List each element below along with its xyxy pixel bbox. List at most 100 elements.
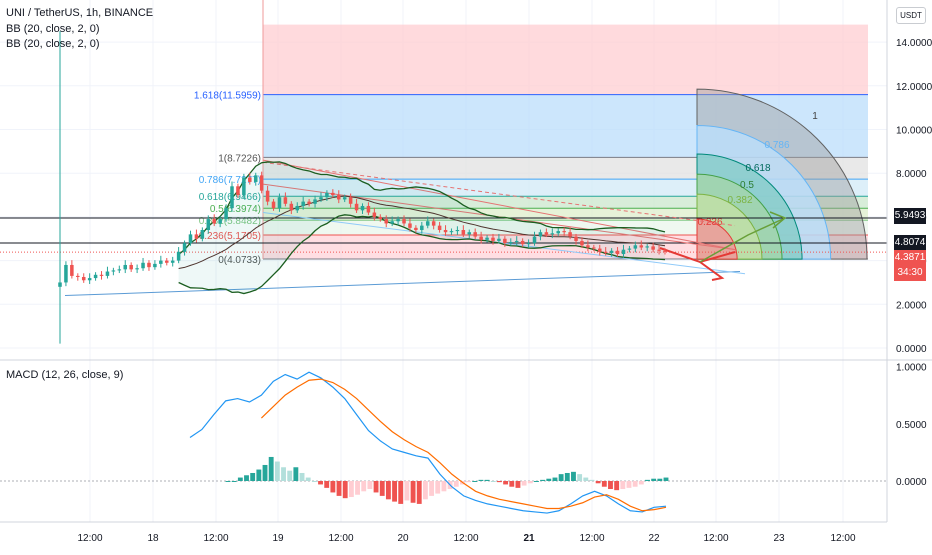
candle-body xyxy=(218,219,222,224)
time-tick-label: 20 xyxy=(397,533,409,544)
macd-hist-bar xyxy=(638,481,644,485)
macd-hist-bar xyxy=(268,456,274,481)
fib-level-label: 0.382(5.8482) xyxy=(199,216,261,227)
candle-body xyxy=(301,201,305,206)
candle-body xyxy=(123,264,128,270)
macd-hist-bar xyxy=(361,481,367,492)
macd-hist-bar xyxy=(466,481,472,483)
macd-hist-bar xyxy=(490,481,496,482)
bb-lower xyxy=(178,214,666,295)
macd-hist-bar xyxy=(558,474,564,481)
macd-hist-bar xyxy=(620,481,626,490)
candle-body xyxy=(597,248,602,252)
macd-hist-bar xyxy=(503,481,509,485)
price-badge-upper: 5.9493 xyxy=(894,208,926,224)
time-tick-label: 21 xyxy=(523,533,535,544)
macd-hist-bar xyxy=(552,477,558,481)
macd-hist-bar xyxy=(632,481,638,487)
candle-body xyxy=(87,278,92,281)
time-tick-label: 22 xyxy=(648,533,660,544)
candle-body xyxy=(473,232,477,237)
macd-hist-bar xyxy=(564,472,570,481)
candle-body xyxy=(443,230,448,233)
candle-body xyxy=(295,205,300,211)
candle-body xyxy=(425,221,430,226)
candle-body xyxy=(147,262,151,268)
fan-label: 0.5 xyxy=(740,180,754,191)
macd-tick-label: 0.0000 xyxy=(896,477,927,488)
candle-body xyxy=(645,246,649,248)
macd-hist-bar xyxy=(287,470,293,481)
currency-button[interactable]: USDT xyxy=(896,7,926,24)
candle-body xyxy=(236,186,240,196)
candle-body xyxy=(212,219,216,224)
macd-hist-bar xyxy=(577,474,583,481)
candle-body xyxy=(259,175,264,191)
macd-label[interactable]: MACD (12, 26, close, 9) xyxy=(6,369,124,381)
candle-body xyxy=(93,274,98,279)
macd-hist-bar xyxy=(385,481,391,500)
time-tick-label: 12:00 xyxy=(453,533,478,544)
time-tick-label: 23 xyxy=(773,533,785,544)
candle-body xyxy=(325,192,329,198)
candle-body xyxy=(319,197,323,200)
macd-hist-bar xyxy=(429,481,435,496)
time-tick-label: 12:00 xyxy=(830,533,855,544)
fan-label: 0.786 xyxy=(764,140,789,151)
candle-body xyxy=(651,246,655,250)
candle-body xyxy=(526,243,531,245)
fan-label: 0.382 xyxy=(727,195,752,206)
macd-hist-bar xyxy=(626,481,632,488)
candle-body xyxy=(509,242,513,244)
time-tick-label: 12:00 xyxy=(703,533,728,544)
price-tick-label: 0.0000 xyxy=(896,344,927,355)
candle-body xyxy=(242,177,246,196)
candle-body xyxy=(503,238,507,244)
candle-body xyxy=(497,238,501,241)
candle-body xyxy=(141,262,145,269)
fan-label: 0.618 xyxy=(745,163,770,174)
macd-hist-bar xyxy=(305,477,311,481)
fan-label: 1 xyxy=(812,111,818,122)
macd-hist-bar xyxy=(299,472,305,481)
macd-hist-bar xyxy=(509,481,515,487)
time-tick-label: 18 xyxy=(147,533,159,544)
macd-hist-bar xyxy=(546,478,552,481)
macd-hist-bar xyxy=(404,481,410,501)
macd-hist-bar xyxy=(651,478,657,481)
price-tick-label: 2.0000 xyxy=(896,300,927,311)
macd-hist-bar xyxy=(250,472,256,481)
macd-line xyxy=(189,371,667,514)
signal-line xyxy=(260,378,667,512)
macd-hist-bar xyxy=(663,477,669,481)
indicator-bb-2[interactable]: BB (20, close, 2, 0) xyxy=(6,38,100,50)
candle-body xyxy=(200,230,205,239)
macd-hist-bar xyxy=(410,481,416,503)
macd-hist-bar xyxy=(540,479,546,481)
candle-body xyxy=(111,270,116,272)
macd-hist-bar xyxy=(311,481,317,482)
candle-body xyxy=(165,260,169,263)
candle-body xyxy=(402,219,406,224)
trendline-support xyxy=(64,271,741,297)
candle-body xyxy=(580,240,584,246)
macd-hist-bar xyxy=(373,481,379,493)
candle-body xyxy=(354,203,359,211)
macd-hist-bar xyxy=(614,481,620,491)
candle-body xyxy=(117,269,122,271)
macd-hist-bar xyxy=(472,481,478,482)
macd-hist-bar xyxy=(244,475,249,481)
candle-body xyxy=(550,233,555,235)
candle-body xyxy=(105,271,110,276)
candle-body xyxy=(265,190,270,202)
candle-body xyxy=(390,221,394,224)
macd-hist-bar xyxy=(478,479,484,481)
macd-hist-bar xyxy=(645,479,650,481)
candle-body xyxy=(420,225,424,231)
candle-body xyxy=(64,264,68,283)
candle-body xyxy=(449,231,454,233)
fib-level-label: 0.236(5.1705) xyxy=(199,231,261,242)
macd-hist-bar xyxy=(422,481,428,500)
indicator-bb-1[interactable]: BB (20, close, 2, 0) xyxy=(6,23,100,35)
